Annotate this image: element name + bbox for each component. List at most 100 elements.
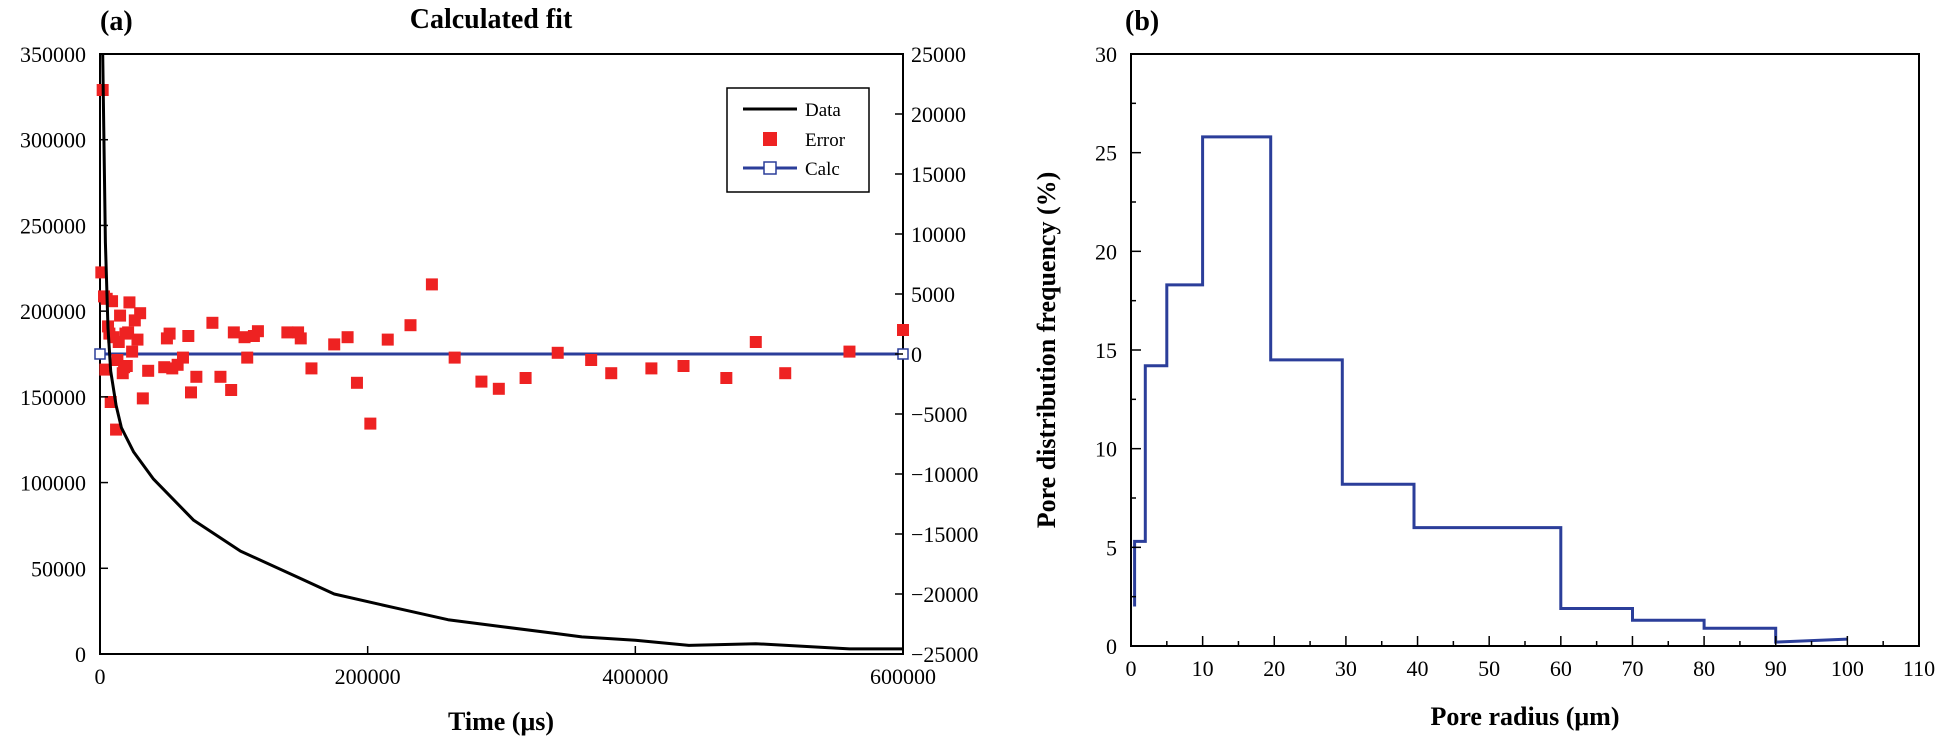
error-point <box>519 372 532 384</box>
y2-tick-label: 25000 <box>911 42 966 67</box>
error-point <box>328 338 341 351</box>
x-tick-label: 110 <box>1903 656 1935 681</box>
legend-calc-marker <box>763 161 777 175</box>
error-point <box>176 351 189 364</box>
error-point <box>163 327 176 340</box>
x-tick-label: 400000 <box>602 664 668 689</box>
panel-b: (b) 0 10 20 30 40 50 60 70 80 90 100 110 0 5 10 15 20 25 3… <box>1032 6 1935 731</box>
error-point <box>185 386 198 399</box>
y2-tick-label: 5000 <box>911 282 955 307</box>
error-point <box>677 360 690 372</box>
error-point <box>110 423 123 436</box>
y2-tick-label: 0 <box>911 342 922 367</box>
legend-data-label: Data <box>805 100 841 121</box>
panel-b-plot-frame <box>1130 53 1920 647</box>
panel-a-xlabel: Time (μs) <box>448 707 554 736</box>
error-point <box>238 331 251 344</box>
y-tick-label: 0 <box>1106 634 1117 659</box>
panel-b-marks <box>1133 135 1848 644</box>
error-point <box>897 324 909 336</box>
x-tick-label: 100 <box>1831 656 1864 681</box>
error-point <box>404 319 417 332</box>
error-point <box>605 367 618 380</box>
y-tick-label: 200000 <box>20 299 86 324</box>
error-point <box>475 375 488 388</box>
panel-a-title: Calculated fit <box>410 4 573 35</box>
error-point <box>225 384 238 396</box>
error-point <box>585 354 598 366</box>
panel-b-ylabel: Pore distribution frequency (%) <box>1032 172 1061 529</box>
y-tick-label: 0 <box>75 642 86 667</box>
error-point <box>492 382 505 395</box>
x-tick-label: 80 <box>1693 656 1715 681</box>
panel-a-legend: Data Error Calc <box>726 87 870 193</box>
y2-tick-label: −20000 <box>911 582 978 607</box>
y-tick-label: 25 <box>1095 141 1117 166</box>
error-point <box>142 364 155 377</box>
panel-a-ticks: 0 200000 400000 600000050000100000150000200… <box>20 42 978 689</box>
y2-tick-label: 20000 <box>911 102 966 127</box>
x-tick-label: 90 <box>1765 656 1787 681</box>
error-point <box>749 336 762 348</box>
error-point <box>448 351 461 364</box>
panel-b-label: (b) <box>1125 6 1159 37</box>
y-tick-label: 30 <box>1095 42 1117 67</box>
y-tick-label: 150000 <box>20 385 86 410</box>
x-tick-label: 20 <box>1263 656 1285 681</box>
error-point <box>114 309 127 322</box>
y2-tick-label: −10000 <box>911 462 978 487</box>
error-point <box>305 362 318 375</box>
error-point <box>645 362 658 375</box>
y-tick-label: 250000 <box>20 213 86 238</box>
x-tick-label: 70 <box>1621 656 1643 681</box>
panel-b-ticks: 0 10 20 30 40 50 60 70 80 90 100 110 0 5 10 15 20 25 30 <box>1095 42 1935 681</box>
error-point <box>214 370 227 383</box>
error-point <box>381 333 394 346</box>
error-point <box>134 307 147 320</box>
y2-tick-label: −15000 <box>911 522 978 547</box>
error-point <box>341 331 354 344</box>
calc-marker <box>94 348 106 360</box>
panel-a-marks <box>94 53 909 651</box>
y2-tick-label: 15000 <box>911 162 966 187</box>
panel-a: (a) Calculated fit 0 200000 400000 60000005… <box>20 4 978 736</box>
legend-error-label: Error <box>805 130 846 151</box>
x-tick-label: 600000 <box>870 664 936 689</box>
error-point <box>241 351 254 364</box>
y-tick-label: 350000 <box>20 42 86 67</box>
legend-frame <box>726 87 870 193</box>
error-point <box>364 417 377 430</box>
error-point <box>281 326 294 339</box>
x-tick-label: 40 <box>1407 656 1429 681</box>
error-point <box>720 372 733 384</box>
data-line <box>101 53 903 651</box>
pore-distribution-line <box>1133 135 1848 644</box>
y2-tick-label: 10000 <box>911 222 966 247</box>
y-tick-label: 5 <box>1106 535 1117 560</box>
y-tick-label: 15 <box>1095 338 1117 363</box>
error-point <box>425 278 438 291</box>
y2-tick-label: −25000 <box>911 642 978 667</box>
x-tick-label: 0 <box>1126 656 1137 681</box>
y-tick-label: 20 <box>1095 239 1117 264</box>
x-tick-label: 50 <box>1478 656 1500 681</box>
x-tick-label: 30 <box>1335 656 1357 681</box>
x-tick-label: 200000 <box>335 664 401 689</box>
error-point <box>131 333 144 346</box>
x-tick-label: 0 <box>95 664 106 689</box>
error-point <box>95 266 108 279</box>
y-tick-label: 10 <box>1095 437 1117 462</box>
legend-calc-label: Calc <box>805 159 840 180</box>
error-point <box>99 363 112 376</box>
error-point <box>106 295 119 308</box>
error-point <box>227 326 240 339</box>
error-point <box>120 360 133 372</box>
error-point <box>126 345 139 358</box>
error-point <box>122 326 135 339</box>
error-point <box>182 330 195 342</box>
legend-error-swatch <box>763 132 777 146</box>
error-point <box>843 345 856 358</box>
error-point <box>136 392 149 405</box>
y-tick-label: 100000 <box>20 471 86 496</box>
